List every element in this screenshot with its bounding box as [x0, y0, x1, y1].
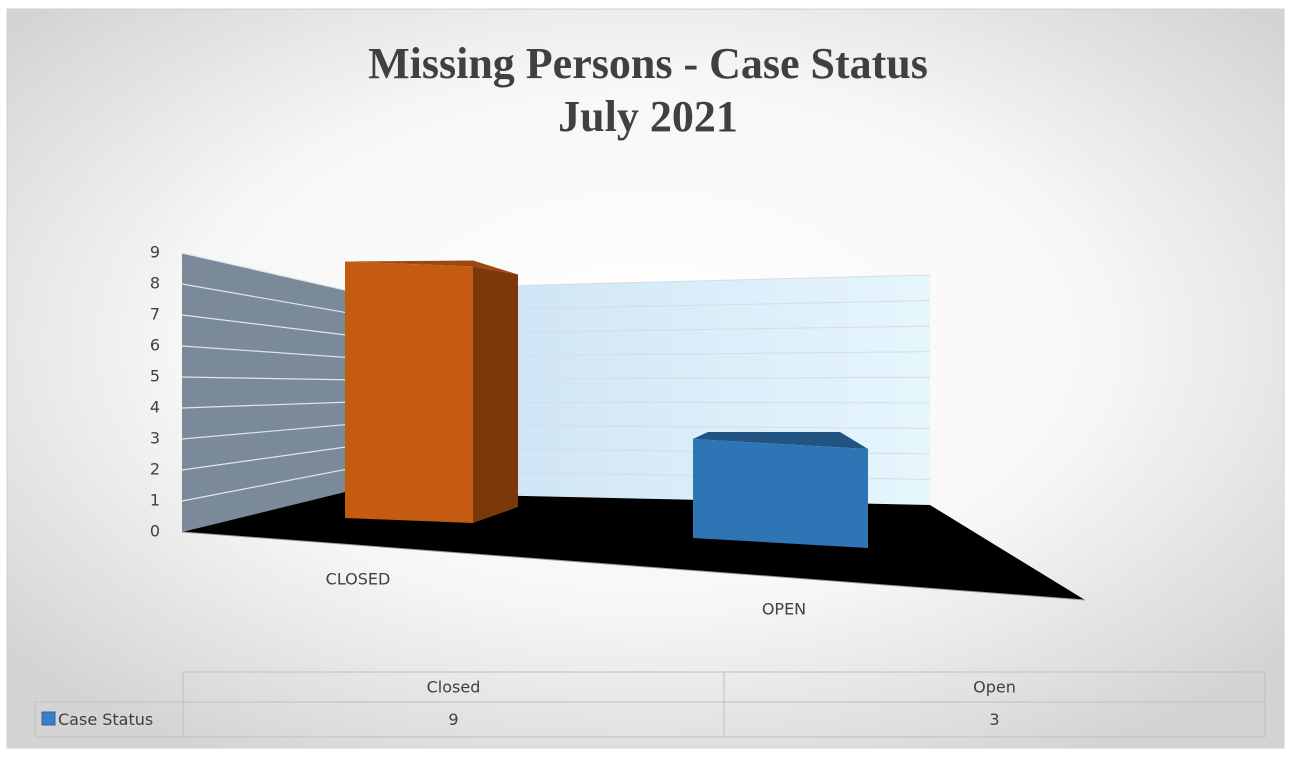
y-tick-label: 3 — [150, 429, 160, 448]
grid-line — [181, 376, 346, 381]
bar-top — [345, 260, 518, 275]
bar — [693, 439, 868, 548]
legend-label: Case Status — [58, 710, 153, 729]
table-header: Closed — [427, 678, 481, 697]
y-tick-label: 2 — [150, 460, 160, 479]
bar-top — [693, 432, 868, 449]
x-axis — [181, 531, 1086, 601]
legend-key — [41, 711, 56, 726]
grid-line — [181, 283, 346, 314]
y-tick-label: 4 — [150, 398, 160, 417]
y-tick-label: 9 — [150, 243, 160, 262]
y-tick-label: 8 — [150, 274, 160, 293]
table-value: 3 — [989, 710, 999, 729]
grid-line — [181, 252, 346, 291]
y-tick-label: 6 — [150, 336, 160, 355]
x-tick-label: CLOSED — [326, 570, 391, 589]
data-table: Closed Open Case Status 9 3 — [34, 671, 1266, 738]
y-tick-label: 7 — [150, 305, 160, 324]
grid-line — [181, 314, 346, 336]
y-tick-label: 1 — [150, 491, 160, 510]
grid-line — [181, 345, 346, 358]
grid-line — [181, 401, 346, 409]
y-tick-label: 5 — [150, 367, 160, 386]
grid-line — [181, 424, 346, 440]
grid-line — [181, 446, 346, 471]
chart-title: July 2021 — [558, 92, 738, 141]
grid-line — [181, 468, 346, 502]
plot-area: 0 1 2 3 4 5 6 7 8 9 CLOSED OPEN — [150, 243, 1086, 619]
table-header: Open — [973, 678, 1016, 697]
y-tick-label: 0 — [150, 522, 160, 541]
table-value: 9 — [448, 710, 458, 729]
x-tick-label: OPEN — [762, 600, 806, 619]
bar-side — [473, 266, 518, 523]
side-wall — [182, 253, 345, 532]
chart-title: Missing Persons - Case Status — [368, 39, 928, 88]
bar — [345, 261, 473, 523]
